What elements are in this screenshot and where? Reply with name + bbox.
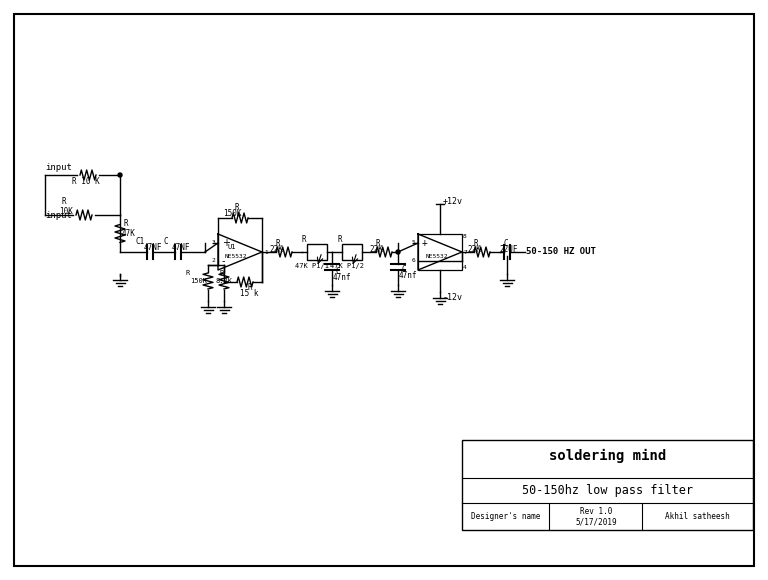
Circle shape: [396, 250, 400, 254]
Text: R: R: [247, 284, 252, 292]
Text: -: -: [422, 256, 428, 266]
Text: +12v: +12v: [443, 198, 463, 206]
Text: input: input: [45, 164, 72, 172]
Text: 47nf: 47nf: [333, 273, 352, 281]
Text: C: C: [164, 237, 169, 246]
Text: 8: 8: [463, 234, 467, 239]
Text: R: R: [235, 204, 240, 212]
Text: 47K P1/1: 47K P1/1: [295, 263, 329, 269]
Text: Rev 1.0: Rev 1.0: [580, 506, 612, 516]
Text: 8.2K: 8.2K: [216, 278, 233, 284]
Bar: [418, 234, 462, 270]
Text: 15 k: 15 k: [240, 289, 259, 299]
Text: 10K: 10K: [59, 208, 73, 216]
Text: C: C: [503, 240, 508, 248]
Bar: [307, 244, 327, 260]
Text: R: R: [376, 240, 380, 248]
Text: +: +: [222, 238, 230, 248]
Text: NE5532: NE5532: [225, 255, 247, 259]
Text: R: R: [276, 240, 280, 248]
Text: 1: 1: [264, 249, 268, 255]
Text: -12v: -12v: [443, 293, 463, 303]
Text: R: R: [219, 270, 223, 276]
Text: 50-150hz low pass filter: 50-150hz low pass filter: [522, 484, 693, 497]
Text: 47NF: 47NF: [144, 244, 163, 252]
Text: C: C: [401, 264, 406, 274]
Text: 47K P1/2: 47K P1/2: [330, 263, 364, 269]
Bar: [462, 440, 753, 530]
Text: R 10 K: R 10 K: [72, 177, 100, 187]
Text: -: -: [222, 256, 226, 266]
Text: NE5532: NE5532: [425, 255, 449, 259]
Text: 22K: 22K: [369, 245, 383, 255]
Text: 7: 7: [464, 249, 468, 255]
Text: 150K: 150K: [223, 209, 241, 219]
Text: 22K: 22K: [467, 245, 481, 255]
Text: 47K: 47K: [122, 229, 136, 238]
Text: input: input: [45, 211, 72, 219]
Text: 150K: 150K: [190, 278, 207, 284]
Text: 47NF: 47NF: [172, 244, 190, 252]
Text: 5/17/2019: 5/17/2019: [575, 517, 617, 527]
Text: R: R: [62, 198, 67, 206]
Text: R: R: [302, 235, 306, 245]
Text: C1: C1: [136, 237, 145, 246]
Circle shape: [118, 173, 122, 177]
Text: Designer's name: Designer's name: [471, 512, 541, 521]
Text: 50-150 HZ OUT: 50-150 HZ OUT: [526, 248, 596, 256]
Text: Akhil satheesh: Akhil satheesh: [665, 512, 730, 521]
Text: 3: 3: [211, 241, 215, 245]
Text: C: C: [335, 266, 339, 276]
Text: R: R: [123, 219, 127, 228]
Text: 22UF: 22UF: [499, 245, 518, 255]
Text: 2: 2: [211, 259, 215, 263]
Text: 47nf: 47nf: [399, 270, 418, 280]
Text: R: R: [474, 240, 478, 248]
Text: U1: U1: [228, 244, 237, 250]
Text: 5: 5: [411, 241, 415, 245]
Bar: [342, 244, 362, 260]
Text: 6: 6: [411, 259, 415, 263]
Text: soldering mind: soldering mind: [549, 449, 666, 463]
Text: 4: 4: [463, 265, 467, 270]
Text: R: R: [337, 235, 342, 245]
Text: +: +: [422, 238, 428, 248]
Text: 22K: 22K: [269, 245, 283, 255]
Text: R: R: [186, 270, 190, 276]
